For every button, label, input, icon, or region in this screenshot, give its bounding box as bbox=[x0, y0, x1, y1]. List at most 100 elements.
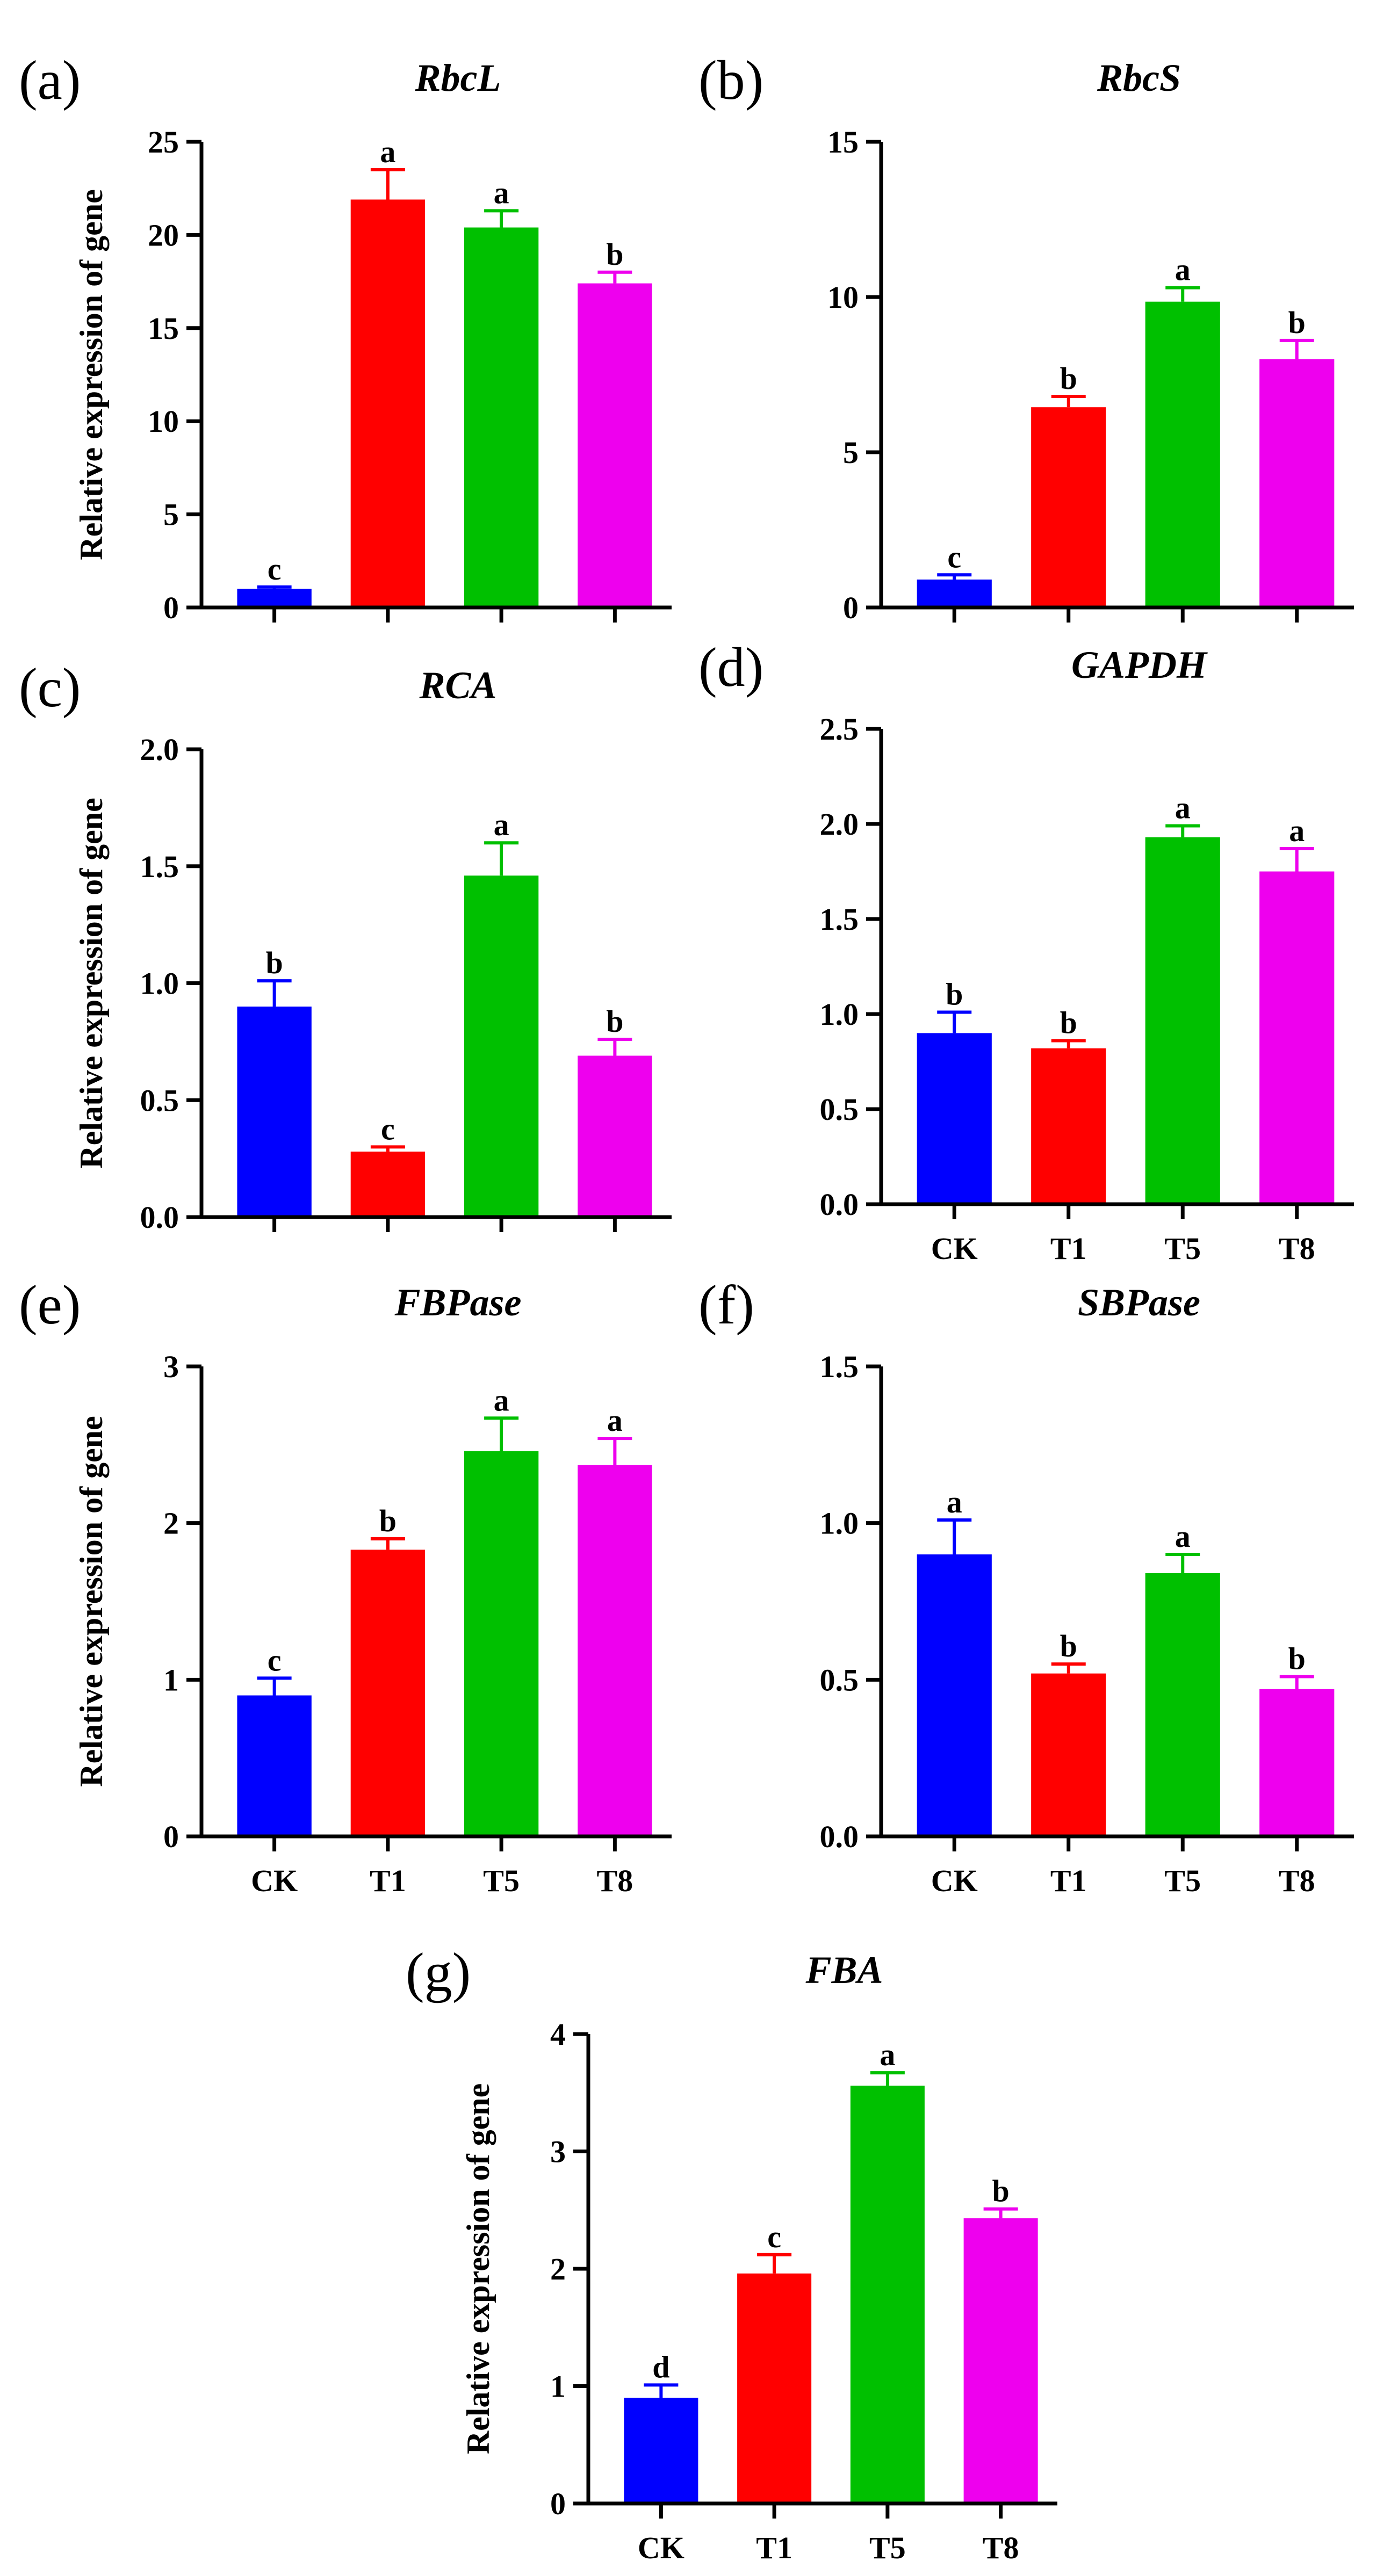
significance-label: a bbox=[1175, 1519, 1191, 1554]
y-tick-label: 15 bbox=[148, 311, 179, 346]
error-bar-t5 bbox=[484, 841, 519, 876]
panel-letter: (c) bbox=[19, 657, 81, 719]
error-bar-t1 bbox=[1051, 394, 1086, 408]
x-tick-label: CK bbox=[251, 1863, 298, 1898]
error-bar-ck bbox=[937, 573, 972, 580]
y-axis-label: Relative expression of gene bbox=[460, 2083, 496, 2454]
error-bar-t5 bbox=[484, 1416, 519, 1451]
x-tick-label: CK bbox=[931, 1863, 978, 1898]
bar-t1 bbox=[1031, 407, 1106, 607]
error-bar-ck bbox=[644, 2383, 679, 2398]
bar-t1 bbox=[350, 1152, 426, 1217]
bar-t1 bbox=[1031, 1673, 1106, 1836]
error-bar-t8 bbox=[983, 2207, 1018, 2219]
x-tick-label: CK bbox=[931, 1231, 978, 1266]
x-tick-label: T8 bbox=[1279, 1863, 1315, 1898]
panel-d: (d) GAPDH b CK b T1 a T5 a T8 0.0 0.5 1.0 1.5 2.0 2.5 bbox=[698, 636, 1354, 1266]
y-tick-label: 2 bbox=[550, 2252, 566, 2286]
y-tick-label: 3 bbox=[550, 2134, 566, 2169]
significance-label: a bbox=[947, 1485, 962, 1519]
error-bar-t8 bbox=[1279, 1675, 1314, 1689]
y-tick-label: 1 bbox=[163, 1662, 179, 1697]
panel-letter: (f) bbox=[698, 1274, 754, 1336]
y-tick-label: 15 bbox=[827, 125, 859, 160]
x-tick-label: T1 bbox=[1050, 1231, 1087, 1266]
panel-title: SBPase bbox=[1078, 1281, 1200, 1324]
y-tick-label: 5 bbox=[163, 497, 179, 532]
significance-label: a bbox=[1175, 791, 1191, 826]
error-bar-t1 bbox=[370, 1145, 405, 1152]
significance-label: a bbox=[1175, 252, 1191, 287]
bar-t8 bbox=[578, 1055, 652, 1217]
x-tick-label: T8 bbox=[597, 1863, 633, 1898]
x-tick-label: T1 bbox=[1050, 1863, 1087, 1898]
y-axis-label: Relative expression of gene bbox=[74, 798, 109, 1168]
y-tick-label: 0.0 bbox=[820, 1819, 859, 1854]
y-tick-label: 1.5 bbox=[820, 1349, 859, 1384]
panel-letter: (a) bbox=[19, 49, 81, 111]
y-tick-label: 1.0 bbox=[820, 1506, 859, 1541]
panel-g: (g) FBA Relative expression of gene d CK c T1 a… bbox=[406, 1942, 1057, 2565]
error-bar-t1 bbox=[370, 1537, 405, 1550]
error-bar-t5 bbox=[1165, 824, 1200, 837]
panel-title: FBPase bbox=[394, 1281, 521, 1324]
panel-a: (a) RbcL Relative expression of gene c a a b 0 5… bbox=[19, 49, 672, 625]
error-bar-t5 bbox=[1165, 1553, 1200, 1573]
bar-ck bbox=[917, 1554, 992, 1836]
error-bar-ck bbox=[257, 1676, 292, 1696]
significance-label: d bbox=[652, 2349, 669, 2384]
panel-title: FBA bbox=[805, 1949, 883, 1992]
significance-label: a bbox=[494, 1383, 509, 1417]
y-tick-label: 0 bbox=[843, 590, 859, 625]
panel-letter: (d) bbox=[698, 636, 763, 698]
significance-label: a bbox=[494, 175, 509, 210]
significance-label: a bbox=[1289, 813, 1305, 848]
error-bar-t5 bbox=[484, 209, 519, 228]
error-bar-t8 bbox=[597, 1437, 632, 1465]
significance-label: c bbox=[767, 2219, 781, 2254]
panel-b: (b) RbcS c b a b 0 5 10 15 bbox=[698, 49, 1354, 625]
significance-label: a bbox=[607, 1403, 623, 1438]
error-bar-t8 bbox=[597, 270, 632, 284]
y-tick-label: 1.0 bbox=[820, 997, 859, 1032]
significance-label: b bbox=[1060, 1629, 1077, 1663]
y-tick-label: 25 bbox=[148, 125, 179, 160]
panel-e: (e) FBPase Relative expression of gene c CK b… bbox=[19, 1274, 672, 1898]
significance-label: b bbox=[1288, 1641, 1306, 1676]
x-tick-label: T5 bbox=[483, 1863, 520, 1898]
significance-label: b bbox=[946, 976, 963, 1011]
x-tick-label: T5 bbox=[869, 2530, 906, 2565]
y-tick-label: 1.5 bbox=[820, 902, 859, 937]
x-tick-label: T5 bbox=[1164, 1231, 1201, 1266]
error-bar-t1 bbox=[1051, 1662, 1086, 1674]
y-axis-label: Relative expression of gene bbox=[74, 1416, 109, 1786]
panel-f: (f) SBPase a CK b T1 a T5 b T8 0.0 0.5 1.0 1.5 bbox=[698, 1274, 1354, 1898]
x-tick-label: T8 bbox=[1279, 1231, 1315, 1266]
y-tick-label: 1.5 bbox=[140, 849, 179, 884]
significance-label: b bbox=[606, 237, 623, 272]
y-tick-label: 2.0 bbox=[820, 807, 859, 842]
bar-t5 bbox=[1145, 837, 1220, 1204]
y-tick-label: 2.5 bbox=[820, 712, 859, 747]
bar-ck bbox=[624, 2398, 698, 2503]
bar-ck bbox=[917, 579, 992, 607]
bar-t5 bbox=[850, 2086, 925, 2503]
bar-t1 bbox=[737, 2273, 812, 2503]
significance-label: b bbox=[992, 2174, 1009, 2209]
y-tick-label: 0 bbox=[550, 2486, 566, 2521]
bar-t8 bbox=[963, 2218, 1038, 2503]
panel-title: GAPDH bbox=[1071, 643, 1208, 686]
error-bar-t5 bbox=[1165, 286, 1200, 302]
panel-title: RbcL bbox=[415, 56, 501, 99]
significance-label: c bbox=[268, 552, 282, 587]
error-bar-ck bbox=[937, 1518, 972, 1554]
x-tick-label: CK bbox=[638, 2530, 684, 2565]
error-bar-ck bbox=[257, 585, 292, 589]
bar-t5 bbox=[464, 227, 539, 607]
error-bar-t8 bbox=[1279, 338, 1314, 359]
significance-label: c bbox=[947, 539, 961, 574]
x-tick-label: T5 bbox=[1164, 1863, 1201, 1898]
y-axis-label: Relative expression of gene bbox=[74, 189, 109, 560]
y-tick-label: 2.0 bbox=[140, 732, 179, 767]
x-tick-label: T1 bbox=[370, 1863, 406, 1898]
